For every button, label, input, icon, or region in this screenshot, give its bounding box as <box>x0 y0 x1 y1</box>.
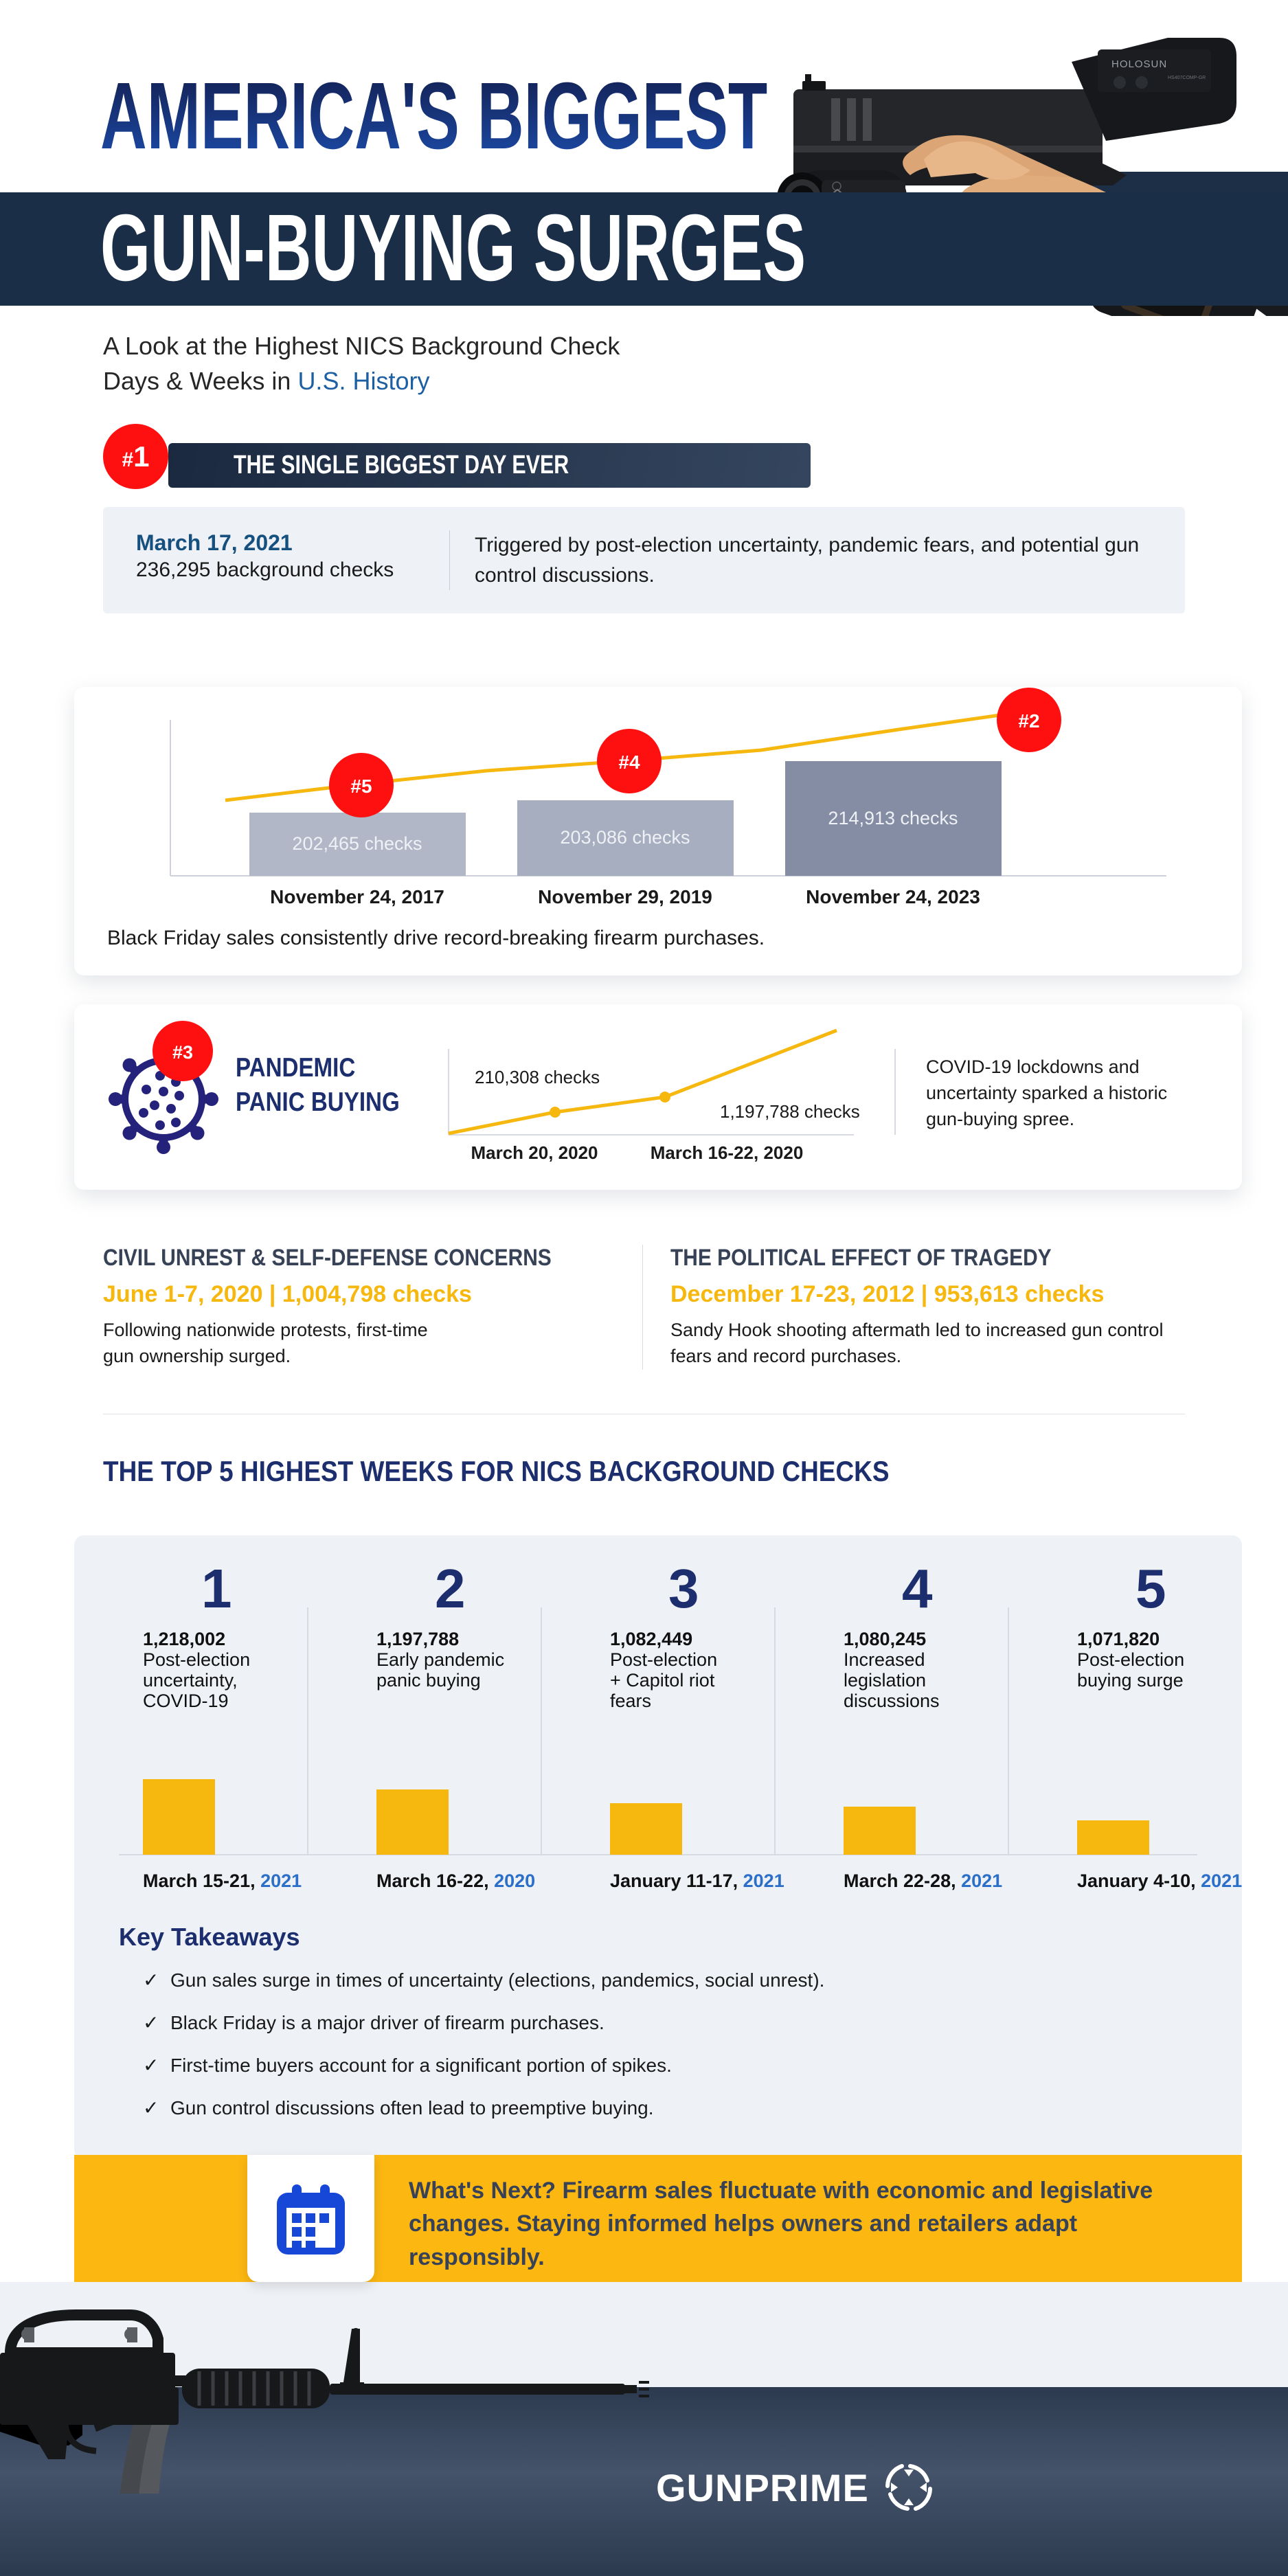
svg-text:1,197,788: 1,197,788 <box>376 1629 459 1649</box>
svg-text:1,218,002: 1,218,002 <box>143 1629 225 1649</box>
svg-text:November 24, 2023: November 24, 2023 <box>806 886 980 907</box>
svg-text:HS407COMP-GR: HS407COMP-GR <box>1168 76 1206 80</box>
svg-text:Post-election: Post-election <box>1077 1649 1184 1670</box>
svg-text:March 20, 2020: March 20, 2020 <box>471 1142 598 1163</box>
svg-text:1,082,449: 1,082,449 <box>610 1629 692 1649</box>
svg-text:fears: fears <box>610 1691 651 1711</box>
svg-text:✓: ✓ <box>143 1969 159 1991</box>
svg-text:Post-election: Post-election <box>143 1649 250 1670</box>
svg-text:Key Takeaways: Key Takeaways <box>119 1923 300 1951</box>
svg-text:3: 3 <box>668 1558 699 1619</box>
svg-text:legislation: legislation <box>844 1670 926 1691</box>
svg-text:January 11-17, 2021: January 11-17, 2021 <box>610 1871 784 1891</box>
svg-text:March 16-22, 2020: March 16-22, 2020 <box>651 1142 804 1163</box>
svg-text:Black Friday is a major driver: Black Friday is a major driver of firear… <box>170 2012 605 2033</box>
svg-text:Black Friday sales consistentl: Black Friday sales consistently drive re… <box>107 927 765 949</box>
svg-text:202,465 checks: 202,465 checks <box>292 833 422 854</box>
svg-text:uncertainty sparked a historic: uncertainty sparked a historic <box>926 1083 1167 1103</box>
svg-text:5: 5 <box>1136 1558 1166 1619</box>
svg-text:203,086 checks: 203,086 checks <box>560 827 690 848</box>
svg-text:#2: #2 <box>1018 710 1039 732</box>
svg-text:+ Capitol riot: + Capitol riot <box>610 1670 715 1691</box>
svg-text:214,913 checks: 214,913 checks <box>828 808 958 828</box>
svg-text:January 4-10, 2021: January 4-10, 2021 <box>1077 1871 1242 1891</box>
svg-text:✓: ✓ <box>143 2055 159 2076</box>
svg-text:HOLOSUN: HOLOSUN <box>1111 58 1167 70</box>
svg-text:PANIC BUYING: PANIC BUYING <box>236 1086 400 1116</box>
svg-text:✓: ✓ <box>143 2097 159 2119</box>
svg-text:1,197,788 checks: 1,197,788 checks <box>720 1101 860 1122</box>
svg-text:Post-election: Post-election <box>610 1649 717 1670</box>
svg-text:buying surge: buying surge <box>1077 1670 1184 1691</box>
svg-text:COVID-19 lockdowns and: COVID-19 lockdowns and <box>926 1057 1140 1077</box>
svg-text:November 24, 2017: November 24, 2017 <box>270 886 444 907</box>
svg-text:November 29, 2019: November 29, 2019 <box>538 886 712 907</box>
svg-text:gun-buying spree.: gun-buying spree. <box>926 1109 1074 1129</box>
svg-text:March 16-22, 2020: March 16-22, 2020 <box>376 1871 535 1891</box>
svg-text:#3: #3 <box>172 1042 193 1063</box>
svg-text:#5: #5 <box>350 776 372 797</box>
svg-text:March 22-28, 2021: March 22-28, 2021 <box>844 1871 1002 1891</box>
svg-text:1: 1 <box>201 1558 232 1619</box>
svg-text:Gun control discussions often: Gun control discussions often lead to pr… <box>170 2097 654 2119</box>
svg-text:4: 4 <box>902 1558 933 1619</box>
svg-text:discussions: discussions <box>844 1691 940 1711</box>
svg-text:1,071,820: 1,071,820 <box>1077 1629 1160 1649</box>
svg-text:210,308 checks: 210,308 checks <box>475 1067 600 1087</box>
svg-text:PANDEMIC: PANDEMIC <box>236 1052 355 1082</box>
svg-text:Early pandemic: Early pandemic <box>376 1649 504 1670</box>
svg-text:Increased: Increased <box>844 1649 925 1670</box>
svg-text:uncertainty,: uncertainty, <box>143 1670 238 1691</box>
svg-text:#4: #4 <box>618 752 640 773</box>
svg-text:First-time buyers account for: First-time buyers account for a signific… <box>170 2055 672 2076</box>
svg-text:2: 2 <box>435 1558 466 1619</box>
svg-text:✓: ✓ <box>143 2012 159 2033</box>
svg-text:COVID-19: COVID-19 <box>143 1691 229 1711</box>
svg-text:panic buying: panic buying <box>376 1670 481 1691</box>
svg-text:March 15-21, 2021: March 15-21, 2021 <box>143 1871 302 1891</box>
svg-text:1,080,245: 1,080,245 <box>844 1629 926 1649</box>
svg-text:Gun sales surge in times of un: Gun sales surge in times of uncertainty … <box>170 1969 824 1991</box>
